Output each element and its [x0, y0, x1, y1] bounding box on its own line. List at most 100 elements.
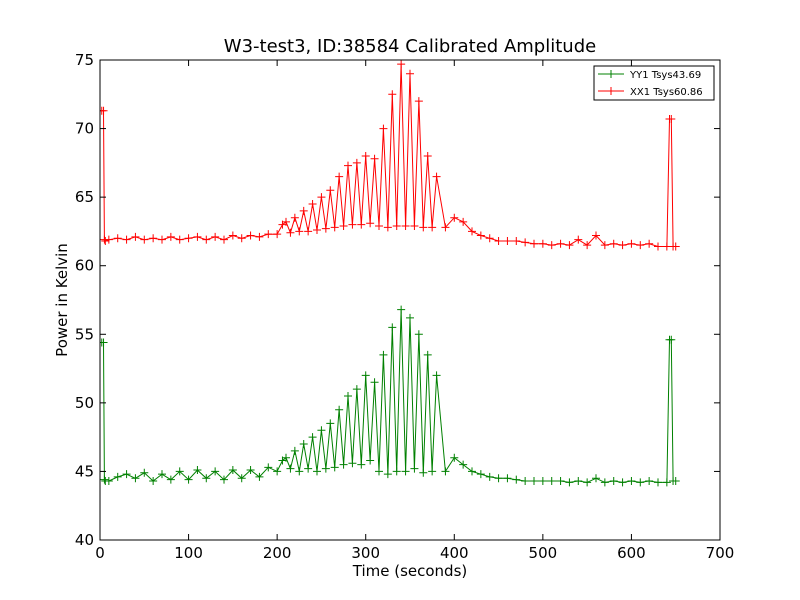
data-point [636, 478, 645, 487]
data-point [547, 241, 556, 250]
data-point [468, 227, 476, 236]
data-point [295, 467, 304, 476]
data-point [158, 470, 166, 479]
data-point [140, 235, 149, 244]
data-point [392, 467, 401, 476]
y-tick-label: 50 [75, 394, 94, 412]
data-point [113, 472, 122, 481]
data-point [503, 474, 512, 483]
legend-marker [607, 70, 615, 78]
data-point [476, 470, 485, 479]
data-point [583, 478, 592, 487]
data-point [348, 220, 357, 229]
data-point [494, 474, 503, 483]
data-point [383, 470, 392, 479]
data-point [237, 474, 246, 483]
series-layer [100, 60, 680, 487]
legend-label: YY1 Tsys43.69 [629, 70, 701, 81]
data-point [184, 234, 193, 243]
data-point [158, 235, 166, 244]
data-point [140, 468, 149, 477]
data-point [193, 232, 202, 241]
data-point [113, 234, 122, 243]
data-point [618, 241, 627, 250]
y-tick-label: 45 [75, 462, 94, 480]
data-point [100, 475, 109, 484]
data-point [282, 217, 290, 226]
y-tick-label: 55 [75, 325, 94, 343]
data-point [104, 235, 113, 244]
data-point [193, 466, 202, 475]
data-point [366, 219, 375, 228]
data-point [295, 227, 304, 236]
data-point [574, 477, 583, 486]
data-point [286, 464, 295, 473]
data-point [494, 237, 503, 246]
data-point [406, 69, 414, 78]
data-point [450, 453, 459, 462]
data-point [556, 239, 565, 248]
data-point [538, 239, 547, 248]
data-point [228, 231, 237, 240]
legend-box [593, 65, 715, 101]
data-point [592, 474, 600, 483]
data-point [330, 223, 339, 232]
x-tick-label: 600 [617, 544, 646, 562]
data-point [211, 467, 220, 476]
data-point [166, 475, 175, 484]
data-point [406, 313, 414, 322]
data-point [264, 463, 273, 472]
data-point [246, 466, 255, 475]
data-point [175, 467, 184, 476]
data-point [645, 477, 654, 486]
data-point [414, 97, 423, 106]
x-tick-label: 100 [174, 544, 203, 562]
data-point [388, 90, 397, 99]
data-point [339, 221, 348, 230]
data-point [485, 472, 494, 481]
data-point [468, 467, 476, 476]
data-point [149, 234, 158, 243]
data-point [304, 227, 313, 236]
data-point [592, 231, 600, 240]
data-point [565, 241, 574, 250]
y-tick-label: 75 [75, 51, 94, 69]
data-point [654, 478, 662, 487]
data-point [304, 464, 313, 473]
data-point [667, 335, 676, 344]
data-point [459, 217, 468, 226]
data-point [636, 241, 645, 250]
data-point [428, 467, 437, 476]
data-point [308, 200, 317, 208]
series-2 [100, 60, 680, 251]
data-point [379, 124, 388, 133]
data-point [547, 477, 556, 486]
data-point [419, 468, 428, 477]
x-tick-label: 200 [263, 544, 292, 562]
chart-title: W3-test3, ID:38584 Calibrated Amplitude [224, 36, 596, 57]
data-point [273, 467, 282, 476]
data-point [290, 446, 299, 455]
data-point [432, 172, 441, 181]
data-point [419, 223, 428, 232]
data-point [671, 242, 680, 251]
series-1 [100, 305, 680, 487]
data-point [184, 475, 193, 484]
data-point [348, 459, 357, 468]
data-point [299, 440, 308, 448]
plot-frame [99, 59, 721, 541]
data-point [383, 223, 392, 232]
data-point [308, 433, 317, 442]
data-point [286, 228, 295, 237]
y-tick-label: 40 [75, 531, 94, 549]
data-point [441, 467, 450, 476]
data-point [401, 467, 410, 476]
data-point [100, 106, 108, 115]
data-point [335, 405, 344, 414]
data-point [609, 239, 618, 248]
data-point [375, 221, 383, 230]
y-axis-label: Power in Kelvin [53, 243, 71, 357]
data-point [388, 323, 397, 332]
x-tick-label: 700 [706, 544, 735, 562]
data-point [671, 477, 680, 486]
